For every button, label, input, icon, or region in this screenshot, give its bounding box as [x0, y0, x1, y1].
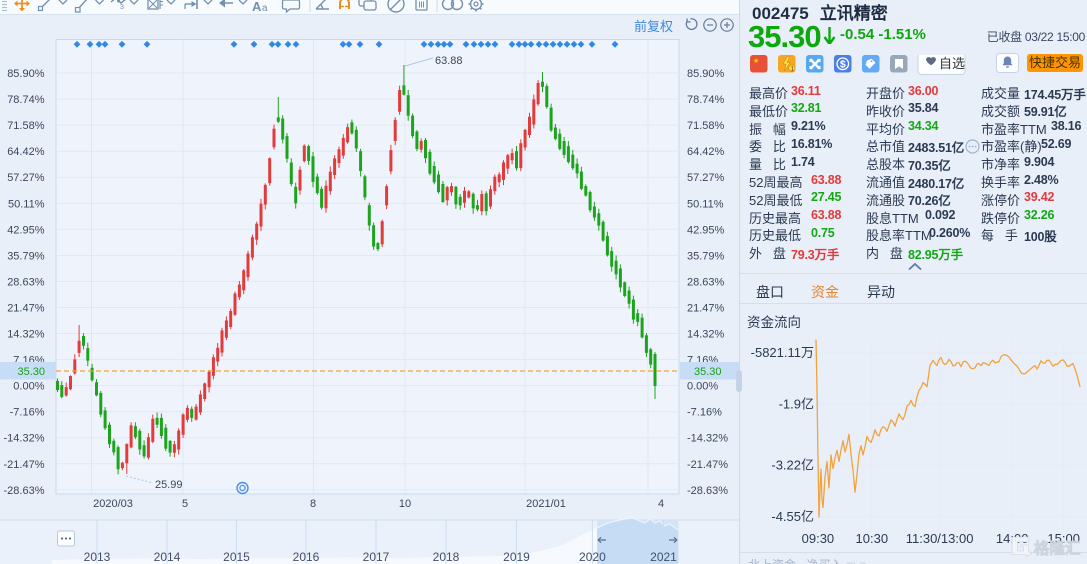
svg-text:42.95%: 42.95%	[687, 224, 725, 236]
svg-text:1: 1	[790, 66, 794, 73]
svg-text:-5821.11万: -5821.11万	[751, 345, 814, 360]
svg-text:78.74%: 78.74%	[687, 94, 725, 106]
svg-text:a: a	[262, 3, 268, 14]
svg-text:11:30/13:00: 11:30/13:00	[906, 531, 974, 546]
svg-text:57.27%: 57.27%	[7, 172, 45, 184]
svg-text:71.58%: 71.58%	[7, 120, 45, 132]
svg-text:14.32%: 14.32%	[7, 329, 45, 341]
svg-text:-7.16%: -7.16%	[687, 407, 722, 419]
svg-text:-14.32%: -14.32%	[4, 433, 45, 445]
svg-text:09:30: 09:30	[802, 531, 835, 546]
svg-text:-4.55亿: -4.55亿	[771, 509, 814, 524]
svg-text:-28.63%: -28.63%	[4, 485, 45, 497]
svg-text:2018: 2018	[433, 550, 460, 564]
svg-text:A: A	[252, 0, 262, 14]
svg-text:格隆汇: 格隆汇	[1034, 539, 1081, 558]
svg-text:2016: 2016	[293, 550, 320, 564]
svg-text:前复权: 前复权	[634, 19, 673, 34]
svg-text:2021: 2021	[650, 550, 677, 564]
svg-text:10:30: 10:30	[856, 531, 889, 546]
svg-text:85.90%: 85.90%	[687, 68, 725, 80]
svg-text:42.95%: 42.95%	[7, 224, 45, 236]
svg-text:2013: 2013	[84, 550, 111, 564]
svg-text:35.30: 35.30	[17, 366, 45, 378]
svg-text:35.79%: 35.79%	[687, 250, 725, 262]
svg-text:71.58%: 71.58%	[687, 120, 725, 132]
svg-text:2020/03: 2020/03	[93, 498, 133, 510]
svg-text:5: 5	[182, 498, 188, 510]
svg-text:2014: 2014	[154, 550, 181, 564]
svg-text:63.88: 63.88	[435, 55, 463, 67]
svg-text:2020: 2020	[579, 550, 606, 564]
svg-text:-3.22亿: -3.22亿	[771, 457, 814, 472]
svg-text:50.11%: 50.11%	[687, 198, 724, 210]
svg-text:57.27%: 57.27%	[687, 172, 725, 184]
svg-text:64.42%: 64.42%	[7, 146, 45, 158]
svg-text:85.90%: 85.90%	[7, 68, 45, 80]
svg-text:-21.47%: -21.47%	[687, 459, 728, 471]
svg-text:4: 4	[658, 498, 664, 510]
svg-text:3: 3	[120, 4, 124, 11]
svg-text:15:00: 15:00	[1047, 531, 1080, 546]
svg-text:★: ★	[753, 57, 759, 65]
svg-text:-14.32%: -14.32%	[687, 433, 728, 445]
svg-text:64.42%: 64.42%	[687, 146, 725, 158]
svg-text:-21.47%: -21.47%	[4, 459, 45, 471]
svg-text:2015: 2015	[223, 550, 250, 564]
svg-text:0.00%: 0.00%	[687, 381, 718, 393]
svg-text:50.11%: 50.11%	[8, 198, 45, 210]
svg-text:-7.16%: -7.16%	[10, 407, 45, 419]
svg-text:0.00%: 0.00%	[13, 381, 44, 393]
svg-text:$: $	[840, 59, 846, 71]
svg-text:28.63%: 28.63%	[687, 276, 725, 288]
svg-text:21.47%: 21.47%	[7, 303, 45, 315]
svg-text:28.63%: 28.63%	[7, 276, 45, 288]
svg-text:21.47%: 21.47%	[687, 303, 725, 315]
svg-text:35.30: 35.30	[694, 366, 722, 378]
svg-text:78.74%: 78.74%	[7, 94, 45, 106]
svg-text:2019: 2019	[503, 550, 530, 564]
svg-text:35.79%: 35.79%	[7, 250, 45, 262]
svg-text:25.99: 25.99	[155, 479, 183, 491]
svg-text:2017: 2017	[363, 550, 390, 564]
svg-text:8: 8	[310, 498, 316, 510]
svg-text:-28.63%: -28.63%	[687, 485, 728, 497]
svg-text:-1.9亿: -1.9亿	[779, 396, 814, 411]
svg-text:14.32%: 14.32%	[687, 329, 725, 341]
svg-text:2021/01: 2021/01	[526, 498, 566, 510]
svg-text:10: 10	[399, 498, 411, 510]
